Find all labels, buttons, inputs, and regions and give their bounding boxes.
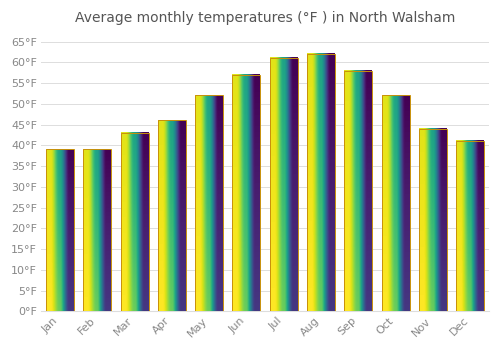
Bar <box>344 71 372 311</box>
Title: Average monthly temperatures (°F ) in North Walsham: Average monthly temperatures (°F ) in No… <box>75 11 456 25</box>
Bar <box>195 96 223 311</box>
Bar <box>456 141 484 311</box>
Bar <box>46 149 74 311</box>
Bar <box>270 58 297 311</box>
Bar <box>382 96 409 311</box>
Bar <box>158 120 186 311</box>
Bar <box>419 129 447 311</box>
Bar <box>232 75 260 311</box>
Bar <box>307 54 335 311</box>
Bar <box>83 149 111 311</box>
Bar <box>120 133 148 311</box>
